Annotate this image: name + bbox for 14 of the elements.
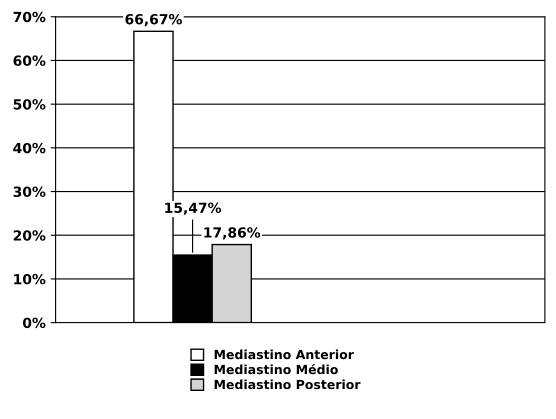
y-tick-label: 30% <box>14 186 46 198</box>
y-tick-label: 10% <box>14 274 46 284</box>
y-tick-label: 20% <box>14 230 46 241</box>
data-label: 17,86% <box>204 227 260 240</box>
y-tick-label: 50% <box>14 99 46 110</box>
data-label: 15,47% <box>165 202 222 215</box>
y-tick-label: 40% <box>13 142 46 154</box>
legend-label: Mediastino Médio <box>214 364 338 374</box>
data-label: 66,67% <box>125 14 182 26</box>
legend-label: Mediastino Anterior <box>214 350 354 360</box>
y-tick-label: 0% <box>22 318 46 328</box>
y-tick-label: 70% <box>14 12 46 22</box>
legend-label: Mediastino Posterior <box>214 380 360 390</box>
y-tick-label: 60% <box>13 55 46 66</box>
